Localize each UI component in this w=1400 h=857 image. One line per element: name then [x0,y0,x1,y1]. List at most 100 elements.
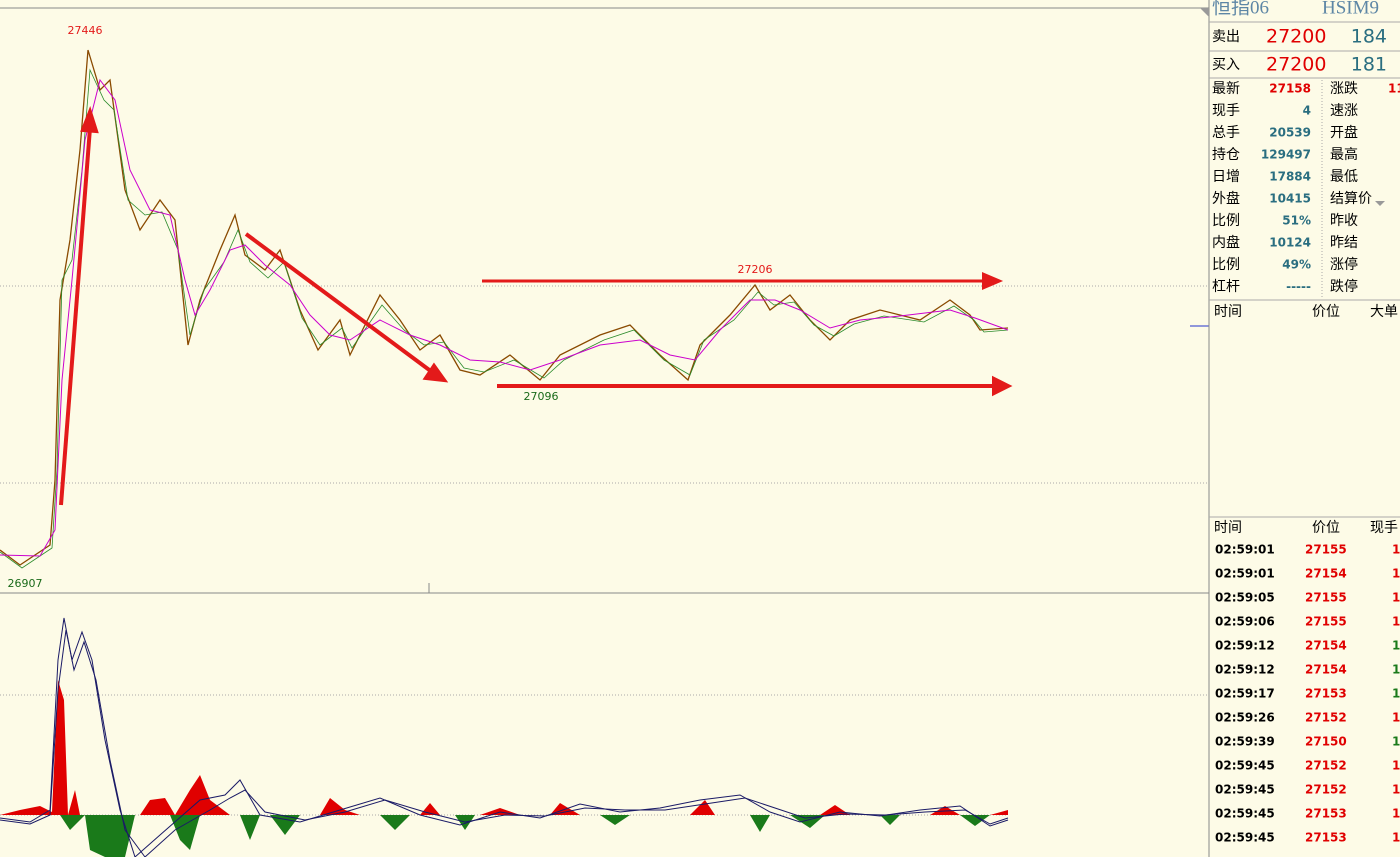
trade-time: 02:59:26 [1215,711,1275,725]
field-value: 129497 [1261,148,1311,162]
annotation-arrows [59,105,1013,506]
histogram-negative [0,815,990,857]
arrow [59,127,92,506]
trade-volume: 1 [1392,687,1400,701]
arrow-head [982,271,1004,291]
arrow-head [422,362,449,383]
trade-time: 02:59:39 [1215,735,1275,749]
field-label: 涨停 [1330,256,1358,273]
field-label: 涨跌 [1330,81,1358,97]
range-low-label: 27096 [524,390,559,403]
trade-volume: 1 [1392,615,1400,629]
trade-price: 27152 [1305,783,1347,797]
field-label: 外盘 [1212,190,1240,207]
trade-volume: 1 [1392,639,1400,653]
field-label: 最低 [1330,169,1358,185]
header-cell: 时间 [1214,304,1242,320]
panel-background [1209,0,1400,857]
signal-line [0,629,1009,857]
field-value: 10415 [1269,192,1311,206]
trade-volume: 1 [1392,759,1400,773]
trade-price: 27153 [1305,831,1347,845]
field-label: 结算价 [1330,191,1372,207]
trade-volume: 1 [1392,711,1400,725]
trade-volume: 1 [1392,663,1400,677]
ask-price: 27200 [1266,26,1326,48]
trade-time: 02:59:45 [1215,759,1275,773]
header-cell: 现手 [1370,520,1398,536]
field-value: ----- [1286,280,1311,294]
field-label: 总手 [1212,125,1240,141]
trade-volume: 1 [1392,831,1400,845]
trade-price: 27153 [1305,807,1347,821]
field-value: 51% [1282,214,1311,228]
field-label: 杠杆 [1212,279,1240,295]
field-label: 跌停 [1330,278,1358,295]
bid-volume: 181 [1351,54,1387,76]
field-label: 最高 [1330,146,1358,163]
high-label: 27446 [68,24,103,37]
contract-code: HSIM9 [1322,0,1379,18]
field-label: 现手 [1212,103,1240,119]
trade-volume: 1 [1392,591,1400,605]
range-high-label: 27206 [738,263,773,276]
trade-time: 02:59:45 [1215,807,1275,821]
field-value: 49% [1282,258,1311,272]
bid-price: 27200 [1266,54,1326,76]
field-label: 内盘 [1212,234,1240,251]
bid-label: 买入 [1212,57,1240,73]
trade-time: 02:59:45 [1215,783,1275,797]
trade-price: 27153 [1305,687,1347,701]
quote-panel: 恒指06 HSIM9 卖出 27200 184 买入 27200 181 最新 2… [1200,0,1400,857]
trade-time: 02:59:06 [1215,615,1275,629]
arrow-head [80,105,99,134]
header-cell: 大单 [1370,304,1398,320]
trade-price: 27154 [1305,567,1347,581]
field-value: 11 [1388,82,1400,96]
trade-time: 02:59:01 [1215,567,1275,581]
indicator-chart [0,617,1209,857]
price-line [0,49,1009,566]
arrow [244,232,434,374]
indicator-line [0,617,1009,857]
trade-price: 27152 [1305,711,1347,725]
field-label: 比例 [1212,213,1240,229]
low-label: 26907 [8,577,43,590]
field-label: 昨结 [1330,235,1358,251]
trade-price: 27155 [1305,615,1347,629]
field-value: 10124 [1269,236,1311,250]
field-value: 20539 [1269,126,1311,140]
header-cell: 价位 [1312,304,1340,320]
header-cell: 价位 [1312,520,1340,536]
field-label: 持仓 [1212,147,1240,163]
trade-price: 27154 [1305,663,1347,677]
dropdown-icon [1375,201,1385,206]
field-label: 比例 [1212,257,1240,273]
trade-time: 02:59:45 [1215,831,1275,845]
field-label: 日增 [1212,169,1240,185]
contract-name: 恒指06 [1212,0,1269,18]
field-label: 速涨 [1330,103,1358,119]
trade-price: 27155 [1305,591,1347,605]
trade-time: 02:59:12 [1215,639,1275,653]
ask-label: 卖出 [1212,29,1240,45]
trade-time: 02:59:12 [1215,663,1275,677]
trade-volume: 1 [1392,543,1400,557]
trade-price: 27155 [1305,543,1347,557]
trade-volume: 1 [1392,567,1400,581]
trade-price: 27154 [1305,639,1347,653]
field-label: 最新 [1212,81,1240,97]
arrow-head [992,375,1013,397]
trade-time: 02:59:01 [1215,543,1275,557]
trade-volume: 1 [1392,783,1400,797]
trade-price: 27150 [1305,735,1347,749]
corner-icon [1200,8,1209,17]
price-chart: 27446 26907 27206 27096 [0,7,1209,594]
trade-time: 02:59:05 [1215,591,1275,605]
header-cell: 时间 [1214,520,1242,536]
field-label: 开盘 [1330,124,1358,141]
trade-volume: 1 [1392,807,1400,821]
